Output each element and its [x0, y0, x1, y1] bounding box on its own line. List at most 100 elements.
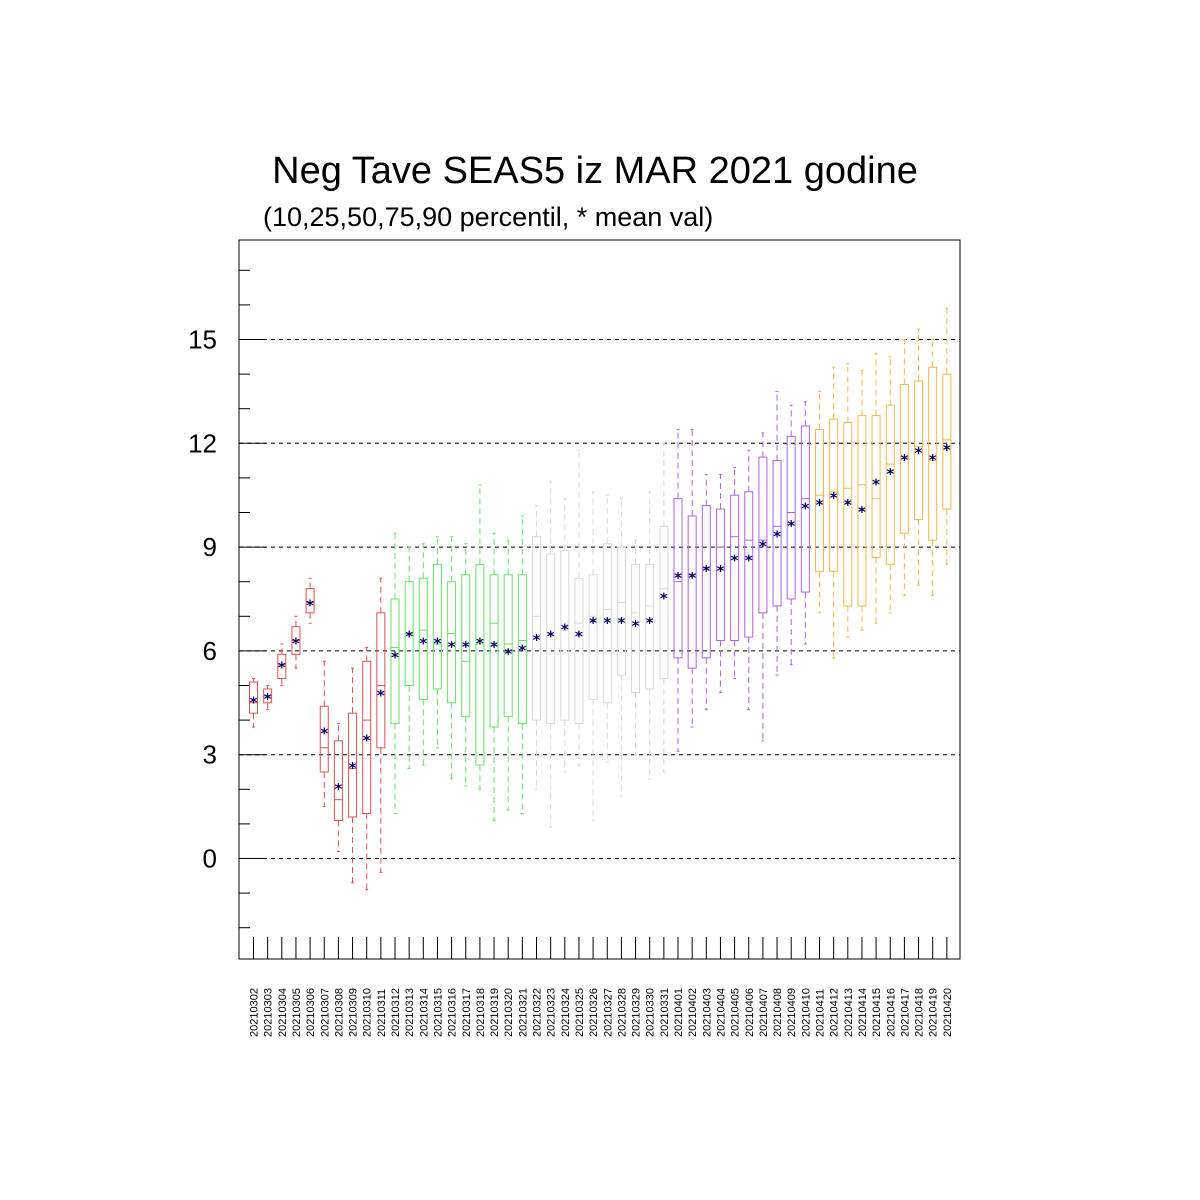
- x-tick-label: 20210404: [715, 988, 727, 1037]
- x-tick-label: 20210328: [616, 988, 628, 1037]
- iqr-box: [744, 491, 754, 638]
- iqr-box: [616, 546, 626, 676]
- mean-marker: *: [617, 614, 625, 632]
- plot-frame: [238, 239, 961, 960]
- iqr-box: [645, 563, 655, 690]
- iqr-box: [730, 494, 740, 642]
- mean-marker: *: [801, 500, 809, 518]
- x-tick-label: 20210306: [305, 988, 317, 1037]
- x-tick-label: 20210418: [914, 988, 926, 1037]
- mean-marker: *: [731, 551, 739, 569]
- y-tick-label: 12: [188, 428, 217, 458]
- x-tick-label: 20210314: [418, 988, 430, 1037]
- iqr-box: [517, 574, 527, 725]
- x-tick-label: 20210410: [800, 988, 812, 1037]
- iqr-box: [871, 415, 881, 558]
- iqr-box: [829, 418, 839, 572]
- mean-marker: *: [674, 569, 682, 587]
- mean-marker: *: [377, 686, 385, 704]
- iqr-box: [815, 428, 824, 572]
- iqr-box: [333, 740, 343, 821]
- mean-marker: *: [816, 496, 824, 514]
- x-tick-label: 20210325: [574, 988, 586, 1037]
- x-tick-label: 20210327: [602, 988, 614, 1037]
- iqr-box: [249, 681, 258, 714]
- iqr-box: [376, 612, 386, 749]
- mean-marker: *: [561, 621, 569, 639]
- x-tick-label: 20210409: [786, 988, 798, 1037]
- mean-marker: *: [717, 562, 725, 580]
- x-tick-label: 20210413: [843, 988, 855, 1037]
- iqr-box: [885, 404, 895, 565]
- mean-marker: *: [264, 690, 272, 708]
- mean-marker: *: [603, 614, 611, 632]
- x-tick-label: 20210417: [899, 988, 911, 1037]
- grid-lines: [239, 339, 960, 859]
- mean-marker: *: [589, 614, 597, 632]
- mean-marker: *: [900, 451, 908, 469]
- iqr-box: [857, 415, 867, 607]
- iqr-box: [305, 588, 315, 614]
- mean-marker: *: [405, 628, 413, 646]
- iqr-box: [942, 373, 952, 510]
- mean-marker: *: [419, 635, 427, 653]
- iqr-box: [560, 550, 570, 721]
- x-tick-label: 20210406: [744, 988, 756, 1037]
- mean-marker: *: [787, 517, 795, 535]
- x-tick-label: 20210330: [645, 988, 657, 1037]
- mean-marker: *: [830, 489, 838, 507]
- mean-marker: *: [334, 780, 342, 798]
- x-tick-label: 20210403: [701, 988, 713, 1037]
- iqr-box: [602, 543, 612, 704]
- mean-marker: *: [476, 635, 484, 653]
- x-tick-label: 20210408: [772, 988, 784, 1037]
- iqr-box: [546, 553, 556, 725]
- mean-marker: *: [915, 444, 923, 462]
- mean-marker: *: [518, 641, 526, 659]
- mean-marker: *: [462, 638, 470, 656]
- mean-marker: *: [745, 551, 753, 569]
- y-tick-label: 6: [203, 636, 217, 666]
- mean-marker: *: [448, 638, 456, 656]
- iqr-box: [715, 508, 725, 642]
- iqr-box: [758, 456, 768, 614]
- mean-marker: *: [547, 628, 555, 646]
- iqr-box: [673, 498, 683, 659]
- mean-marker: *: [660, 590, 668, 608]
- iqr-box: [362, 660, 372, 815]
- iqr-box: [432, 563, 442, 690]
- x-tick-label: 20210322: [532, 988, 544, 1037]
- iqr-box: [532, 536, 541, 721]
- x-tick-label: 20210331: [659, 988, 671, 1037]
- iqr-box: [574, 577, 584, 725]
- x-tick-label: 20210329: [631, 988, 643, 1037]
- x-tick-label: 20210310: [362, 988, 374, 1037]
- mean-marker: *: [702, 562, 710, 580]
- iqr-box: [588, 574, 598, 700]
- x-tick-label: 20210317: [461, 988, 473, 1037]
- mean-marker: *: [632, 617, 640, 635]
- mean-marker: *: [858, 503, 866, 521]
- mean-marker: *: [292, 635, 300, 653]
- mean-marker: *: [886, 465, 894, 483]
- iqr-box: [772, 460, 782, 607]
- x-tick-label: 20210324: [560, 988, 572, 1037]
- x-tick-label: 20210319: [489, 988, 501, 1037]
- x-tick-label: 20210414: [857, 988, 869, 1037]
- chart-subtitle: (10,25,50,75,90 percentil, * mean val): [263, 202, 714, 232]
- x-tick-label: 20210316: [447, 988, 459, 1037]
- x-tick-label: 20210305: [291, 988, 303, 1037]
- iqr-box: [631, 563, 641, 693]
- iqr-box: [899, 383, 909, 534]
- x-axis: 20210302 20210303 20210304 20210305 20210306…: [249, 937, 954, 1037]
- iqr-box: [277, 653, 287, 680]
- mean-marker: *: [391, 648, 399, 666]
- iqr-box: [319, 705, 329, 773]
- mean-marker: *: [533, 631, 541, 649]
- iqr-box: [461, 574, 471, 718]
- mean-marker: *: [306, 596, 314, 614]
- iqr-box: [786, 435, 796, 600]
- x-tick-label: 20210321: [517, 988, 529, 1037]
- mean-marker: *: [250, 693, 258, 711]
